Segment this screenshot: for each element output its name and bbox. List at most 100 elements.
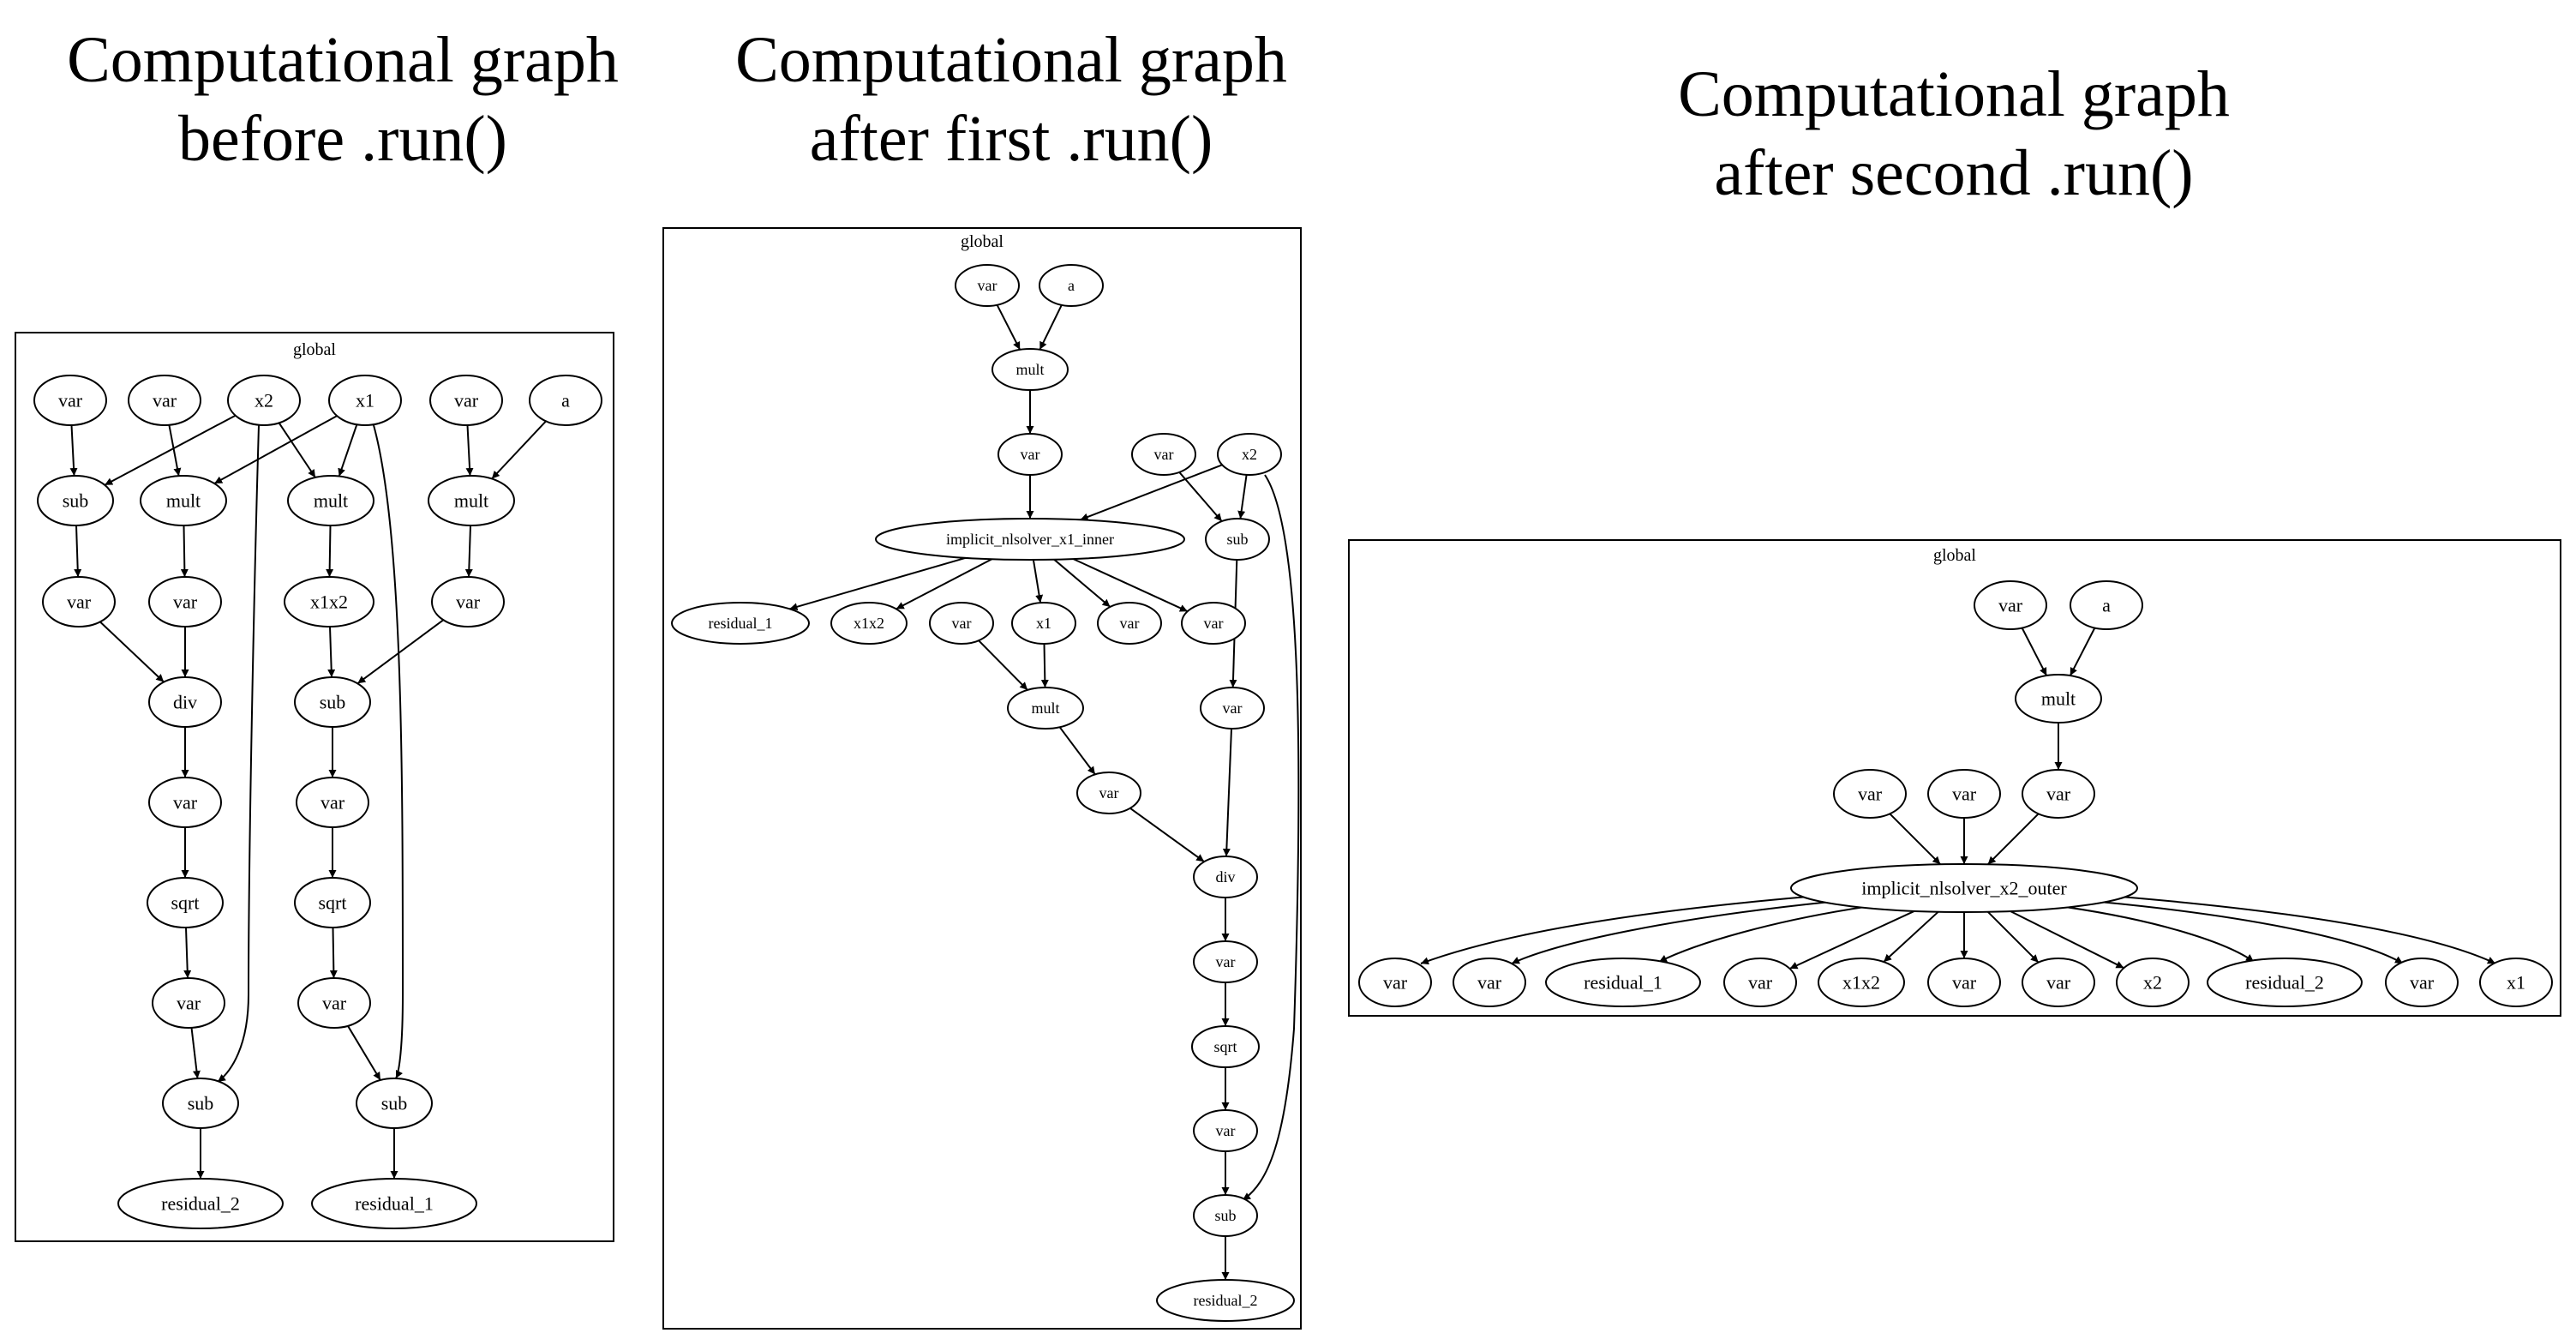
edge-sub1-to-v4 xyxy=(74,525,82,578)
node-shape xyxy=(1790,863,2138,913)
edge-outer-to-o7 xyxy=(1986,910,2040,964)
node-label: residual_1 xyxy=(1584,972,1662,994)
node-label: var xyxy=(1216,953,1236,970)
node-var: var xyxy=(1181,602,1246,645)
node-var: var xyxy=(152,977,225,1029)
edge-x1x2-to-sub2 xyxy=(327,626,336,678)
node-shape xyxy=(1927,769,2001,819)
node-sub: sub xyxy=(294,676,371,728)
node-shape xyxy=(671,602,810,645)
node-var: var xyxy=(929,602,994,645)
panel-before: global var var x2 x1 var a sub mult mult mult var v… xyxy=(15,332,614,1242)
node-shape xyxy=(875,518,1185,561)
node-label: var xyxy=(322,993,347,1014)
node-sqrt: sqrt xyxy=(1191,1025,1260,1068)
node-label: var xyxy=(1216,1122,1236,1139)
node-var: var xyxy=(2022,769,2095,819)
node-shape xyxy=(297,977,371,1029)
node-var: var xyxy=(997,433,1063,476)
node-label: var xyxy=(58,390,83,411)
node-sub: sub xyxy=(1193,1194,1258,1237)
node-shape xyxy=(1131,433,1196,476)
edge-x2-to-sub1 xyxy=(104,414,237,486)
node-shape xyxy=(1358,958,1432,1007)
node-shape xyxy=(1156,1279,1295,1322)
node-shape xyxy=(1039,264,1104,307)
node-shape xyxy=(2022,958,2095,1007)
edge-outer-to-o5 xyxy=(1883,910,1939,963)
node-var: var xyxy=(1097,602,1162,645)
node-var: var xyxy=(1358,958,1432,1007)
node-label: var xyxy=(2046,784,2071,805)
node-label: mult xyxy=(314,490,348,512)
node-label: sqrt xyxy=(319,892,347,914)
edge-x2-to-mult2 xyxy=(278,422,316,478)
node-label: var xyxy=(1858,784,1883,805)
node-shape xyxy=(294,877,371,928)
node-shape xyxy=(929,602,994,645)
node-x2: x2 xyxy=(1217,433,1282,476)
node-label: var xyxy=(2046,972,2071,994)
node-label: a xyxy=(2102,595,2111,616)
node-div: div xyxy=(148,676,222,728)
node-residual-2: residual_2 xyxy=(117,1178,284,1229)
node-implicit-nlsolver-x1-inner: implicit_nlsolver_x1_inner xyxy=(875,518,1185,561)
node-shape xyxy=(1818,958,1905,1007)
edge-x1-to-mult1 xyxy=(213,415,338,484)
node-label: x1x2 xyxy=(854,615,884,632)
edge-a-to-mult1 xyxy=(1039,304,1063,351)
edge-outer-to-o1 xyxy=(1420,896,1809,965)
node-shape xyxy=(294,676,371,728)
node-shape xyxy=(162,1078,239,1129)
node-label: sub xyxy=(188,1093,214,1114)
edge-mult2-to-v8 xyxy=(1058,726,1096,775)
node-var: var xyxy=(2385,958,2459,1007)
title-first: Computational graph after first .run() xyxy=(703,21,1320,178)
edge-inner-to-x1x2 xyxy=(896,558,992,610)
node-shape xyxy=(1723,958,1797,1007)
node-label: var xyxy=(1099,784,1119,802)
node-label: sub xyxy=(1214,1207,1236,1224)
node-shape xyxy=(1833,769,1907,819)
node-residual-1: residual_1 xyxy=(671,602,810,645)
node-var: var xyxy=(1833,769,1907,819)
node-label: var xyxy=(1204,615,1224,632)
node-label: var xyxy=(1383,972,1408,994)
node-shape xyxy=(1076,772,1141,814)
node-var: var xyxy=(1453,958,1526,1007)
node-x2: x2 xyxy=(227,375,301,426)
node-shape xyxy=(356,1078,433,1129)
edge-v4-to-mult2 xyxy=(978,639,1028,691)
node-sub: sub xyxy=(162,1078,239,1129)
node-sub: sub xyxy=(1205,518,1270,561)
title-before-line2: before .run() xyxy=(177,103,507,175)
node-mult: mult xyxy=(991,348,1069,391)
node-label: var xyxy=(67,591,92,613)
node-label: var xyxy=(456,591,481,613)
node-shape xyxy=(1205,518,1270,561)
node-residual-2: residual_2 xyxy=(2207,958,2363,1007)
node-shape xyxy=(1545,958,1701,1007)
node-shape xyxy=(1927,958,2001,1007)
node-label: div xyxy=(1215,868,1235,886)
edge-a-to-mult3 xyxy=(491,420,547,480)
node-shape xyxy=(227,375,301,426)
title-second-line2: after second .run() xyxy=(1714,137,2194,209)
node-shape xyxy=(2022,769,2095,819)
node-mult: mult xyxy=(2015,674,2102,724)
title-before: Computational graph before .run() xyxy=(34,21,651,178)
node-mult: mult xyxy=(428,475,515,526)
node-shape xyxy=(311,1178,477,1229)
frame-label-first: global xyxy=(961,232,1003,251)
node-mult: mult xyxy=(287,475,374,526)
node-shape xyxy=(284,576,374,627)
node-shape xyxy=(1191,1025,1260,1068)
edge-v1-to-mult1 xyxy=(996,304,1021,351)
node-var: var xyxy=(296,777,369,828)
node-residual-1: residual_1 xyxy=(1545,958,1701,1007)
node-label: var xyxy=(1120,615,1140,632)
node-label: var xyxy=(153,390,177,411)
edge-v8-to-div xyxy=(1129,807,1205,863)
edge-inner-to-v6 xyxy=(1072,558,1189,613)
node-shape xyxy=(287,475,374,526)
